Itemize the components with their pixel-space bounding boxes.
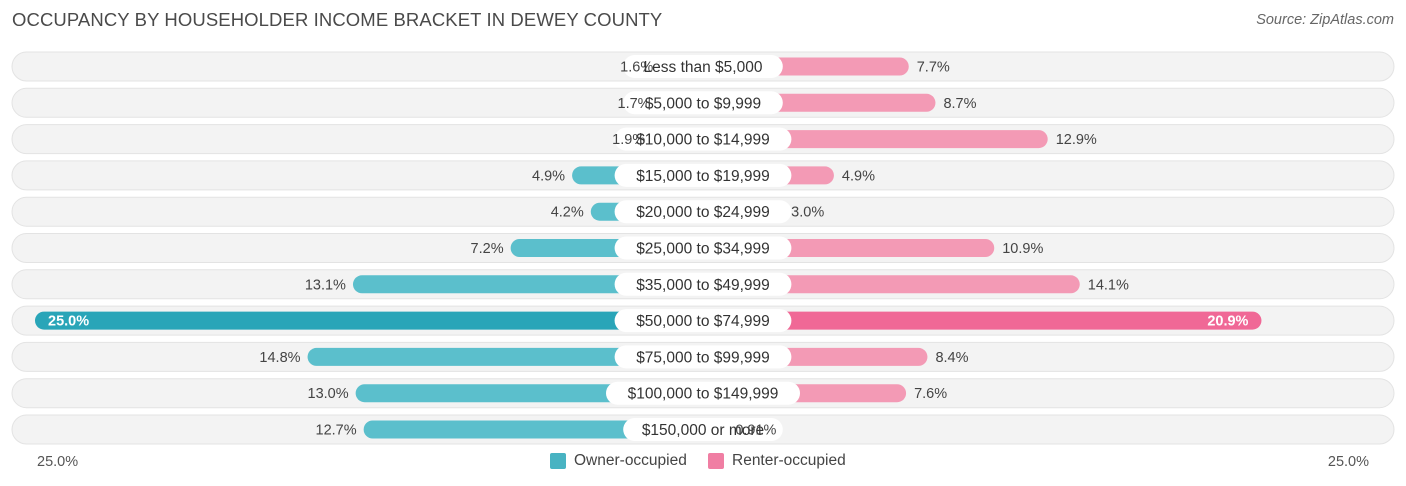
category-pill — [614, 200, 792, 224]
owner-value-label: 4.9% — [532, 168, 565, 184]
category-label: $20,000 to $24,999 — [636, 204, 770, 221]
owner-value-label: 14.8% — [259, 350, 300, 366]
renter-value-label: 4.9% — [842, 168, 875, 184]
category-label: $5,000 to $9,999 — [645, 95, 761, 112]
renter-value-label: 20.9% — [1207, 314, 1248, 330]
owner-bar — [35, 311, 703, 330]
axis-left-label: 25.0% — [37, 454, 79, 470]
chart-title: OCCUPANCY BY HOUSEHOLDER INCOME BRACKET … — [12, 9, 663, 30]
category-pill — [614, 163, 792, 187]
renter-bar — [703, 311, 1262, 330]
owner-value-label: 12.7% — [316, 423, 357, 439]
source-credit: Source: ZipAtlas.com — [1256, 12, 1394, 28]
category-label: Less than $5,000 — [644, 59, 763, 76]
category-label: $50,000 to $74,999 — [636, 313, 770, 330]
category-pill — [606, 381, 800, 405]
category-label: $35,000 to $49,999 — [636, 277, 770, 294]
category-label: $150,000 or more — [642, 422, 764, 439]
renter-bar — [703, 275, 1080, 294]
renter-value-label: 12.9% — [1056, 132, 1097, 148]
owner-bar — [307, 347, 703, 366]
legend-item-renter: Renter-occupied — [708, 452, 846, 470]
renter-value-label: 0.91% — [735, 423, 776, 439]
renter-value-label: 8.7% — [943, 96, 976, 112]
category-label: $25,000 to $34,999 — [636, 241, 770, 258]
axis-right-label: 25.0% — [1327, 454, 1369, 470]
category-label: $15,000 to $19,999 — [636, 168, 770, 185]
category-pill — [614, 345, 792, 369]
category-pill — [614, 127, 792, 151]
renter-value-label: 10.9% — [1002, 241, 1043, 257]
legend-label-renter: Renter-occupied — [732, 452, 846, 469]
legend-label-owner: Owner-occupied — [574, 452, 687, 469]
owner-value-label: 4.2% — [551, 205, 584, 221]
owner-bar — [363, 420, 703, 439]
renter-value-label: 8.4% — [935, 350, 968, 366]
category-pill — [614, 236, 792, 260]
owner-value-label: 1.7% — [618, 96, 651, 112]
renter-value-label: 7.6% — [914, 386, 947, 402]
legend: Owner-occupied Renter-occupied — [0, 452, 1406, 474]
category-pill — [623, 55, 783, 78]
category-pill — [623, 418, 783, 441]
owner-value-label: 13.1% — [305, 277, 346, 293]
owner-value-label: 1.6% — [620, 60, 653, 76]
owner-value-label: 25.0% — [48, 314, 89, 330]
renter-value-label: 14.1% — [1088, 277, 1129, 293]
owner-value-label: 7.2% — [471, 241, 504, 257]
owner-value-label: 13.0% — [308, 386, 349, 402]
category-pill — [614, 272, 792, 296]
renter-value-label: 3.0% — [791, 205, 824, 221]
category-label: $75,000 to $99,999 — [636, 349, 770, 366]
owner-bar — [352, 275, 703, 294]
renter-value-label: 7.7% — [917, 60, 950, 76]
category-pill — [623, 91, 783, 115]
category-label: $100,000 to $149,999 — [628, 386, 779, 403]
renter-swatch — [708, 453, 724, 469]
category-label: $10,000 to $14,999 — [636, 132, 770, 149]
owner-value-label: 1.9% — [612, 132, 645, 148]
owner-swatch — [550, 453, 566, 469]
category-pill — [614, 309, 792, 333]
legend-item-owner: Owner-occupied — [550, 452, 687, 470]
